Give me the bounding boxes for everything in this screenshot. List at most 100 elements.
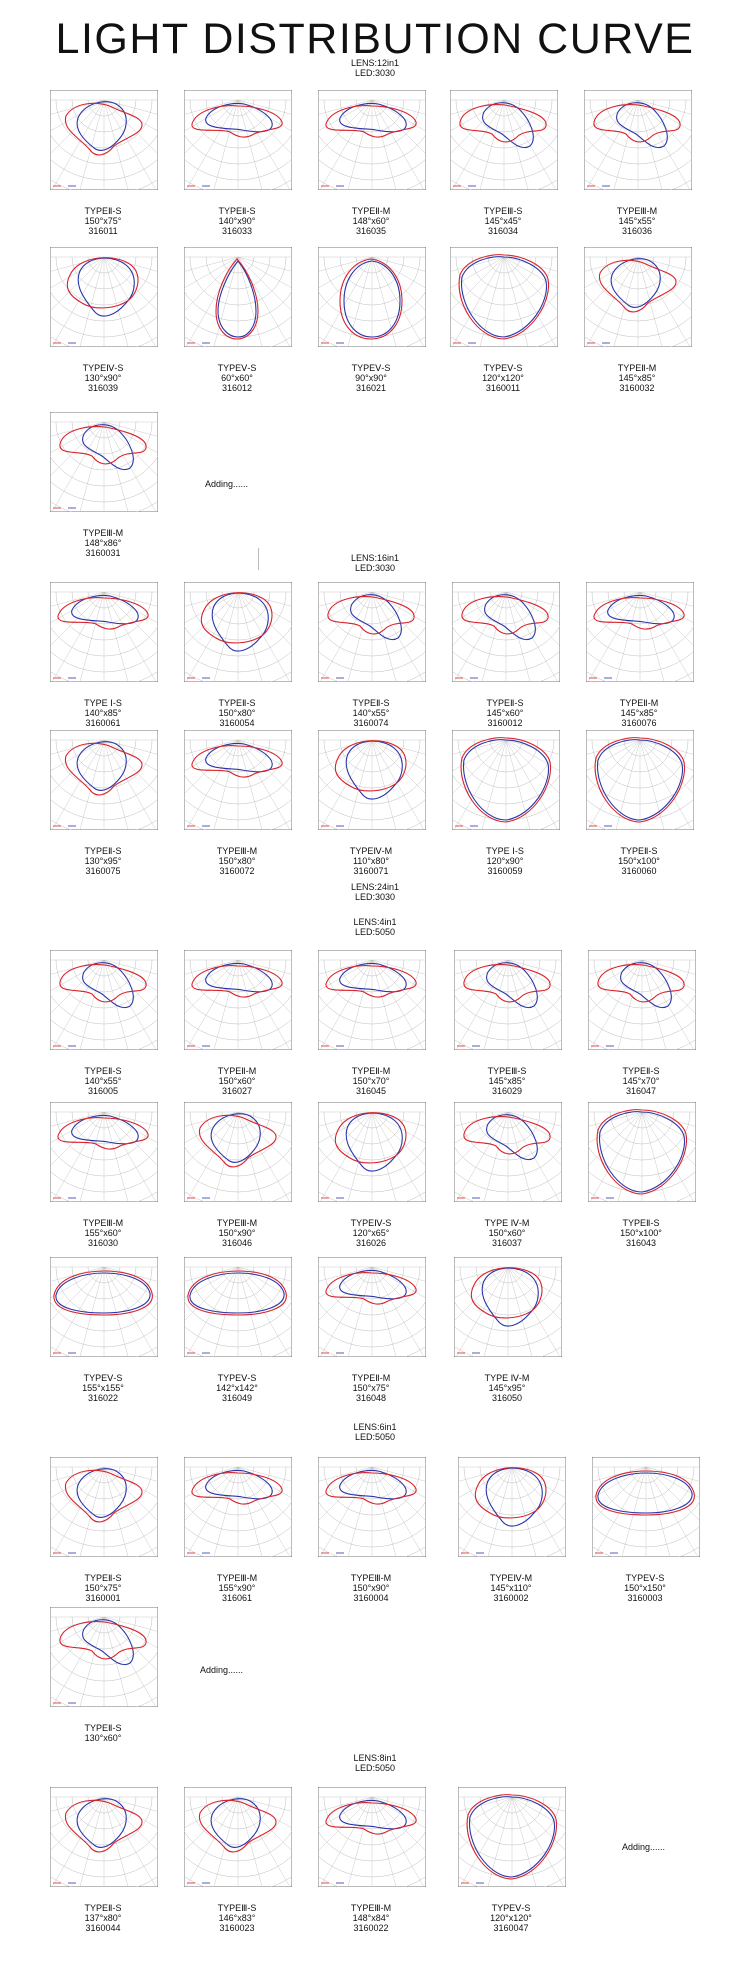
caption-dim: 150°x75°	[84, 1583, 122, 1593]
grid-ray	[237, 256, 292, 272]
polar-chart	[318, 1102, 426, 1202]
caption-code: 3160060	[621, 866, 657, 876]
polar-grid	[454, 950, 562, 1050]
grid-ray	[318, 959, 373, 1015]
curve-c0	[325, 965, 417, 998]
grid-ray	[458, 1796, 513, 1852]
grid-ray	[483, 959, 509, 1050]
curve-c0	[57, 597, 149, 630]
caption-dim: 150°x90°	[352, 1583, 390, 1593]
lens-label: LENS:8in1	[353, 1753, 397, 1763]
caption-type: TYPEⅣ-M	[349, 846, 393, 856]
curve-caption: TYPEⅤ-S 120°x120° 3160047	[452, 1903, 570, 1933]
grid-ray	[103, 959, 158, 975]
grid-ray	[347, 1111, 373, 1202]
grid-ray	[371, 739, 425, 830]
grid-ray	[318, 256, 373, 272]
grid-ray	[318, 1111, 373, 1127]
grid-ray	[103, 739, 158, 755]
curve-card: TYPEⅤ-S 60°x60° 316012	[178, 245, 296, 393]
grid-ray	[237, 99, 292, 132]
grid-ray	[641, 959, 696, 975]
grid-ray	[318, 1466, 373, 1482]
curve-c90	[610, 258, 661, 308]
caption-type: TYPEⅤ-S	[491, 1903, 531, 1913]
grid-ray	[458, 1466, 513, 1522]
grid-ray	[318, 739, 373, 795]
section-header-4: LENS:6in1 LED:5050	[0, 1422, 750, 1442]
grid-ray	[237, 739, 292, 755]
caption-type: TYPEⅤ-S	[217, 1373, 257, 1383]
grid-ray	[319, 1111, 373, 1202]
caption-type: TYPEⅡ-M	[351, 1066, 391, 1076]
grid-ray	[50, 959, 105, 1015]
grid-ray	[505, 591, 560, 607]
caption-code: 3160061	[85, 718, 121, 728]
caption-code: 316045	[355, 1086, 387, 1096]
curve-c90	[210, 1113, 261, 1163]
grid-ray	[103, 99, 129, 190]
grid-ray	[237, 256, 263, 347]
grid-ray	[184, 256, 239, 312]
curve-c0	[198, 1799, 277, 1853]
grid-ray	[318, 1796, 373, 1852]
grid-ray	[103, 1266, 158, 1282]
caption-code: 3160022	[353, 1923, 389, 1933]
grid-ray	[639, 591, 665, 682]
grid-ray	[51, 256, 105, 347]
caption-code: 3160076	[621, 718, 657, 728]
grid-ray	[505, 739, 560, 755]
grid-ray	[586, 739, 641, 755]
grid-ray	[503, 256, 558, 272]
curve-caption: TYPEⅢ-S 145°x45° 316034	[444, 206, 562, 236]
curve-caption: TYPE Ⅳ-M 145°x95° 316050	[448, 1373, 566, 1403]
curve-card: TYPEⅡ-M 150°x70° 316045	[312, 948, 430, 1096]
caption-type: TYPEⅡ-S	[352, 698, 390, 708]
caption-dim: 120°x90°	[486, 856, 524, 866]
curve-c90	[481, 1267, 539, 1327]
polar-chart	[318, 90, 426, 190]
grid-ray	[185, 959, 239, 1050]
polar-grid	[452, 582, 560, 682]
polar-chart	[450, 247, 558, 347]
curve-c0	[325, 1272, 417, 1305]
grid-ray	[641, 1111, 696, 1144]
caption-dim: 130°x60°	[84, 1733, 122, 1743]
grid-ray	[347, 739, 373, 830]
caption-code: 316022	[87, 1393, 119, 1403]
grid-ray	[483, 1266, 509, 1357]
curve-c90	[82, 1619, 134, 1666]
curve-c90	[486, 962, 538, 1009]
grid-ray	[507, 959, 562, 975]
grid-ray	[637, 256, 692, 312]
curve-card: TYPEⅣ-M 145°x110° 3160002	[452, 1455, 570, 1603]
grid-ray	[455, 1111, 509, 1202]
grid-ray	[103, 591, 157, 682]
polar-chart	[318, 950, 426, 1050]
grid-ray	[371, 256, 397, 347]
curve-caption: TYPEⅣ-S 120°x65° 316026	[312, 1218, 430, 1248]
grid-ray	[454, 959, 509, 992]
grid-ray	[237, 99, 292, 155]
section-header-1: LENS:12in1 LED:3030	[0, 58, 750, 78]
page-title: LIGHT DISTRIBUTION CURVE	[55, 15, 695, 63]
caption-type: TYPE Ⅳ-M	[484, 1373, 530, 1383]
grid-ray	[458, 1796, 513, 1812]
caption-code: 3160074	[353, 718, 389, 728]
caption-dim: 110°x80°	[352, 856, 390, 866]
polar-grid	[318, 582, 426, 682]
grid-ray	[103, 1466, 158, 1499]
caption-type: TYPEⅢ-M	[350, 1903, 392, 1913]
grid-ray	[371, 1796, 425, 1887]
curve-c90	[205, 742, 273, 773]
grid-ray	[505, 739, 559, 830]
curve-card: TYPEⅤ-S 120°x120° 3160011	[444, 245, 562, 393]
grid-ray	[503, 99, 558, 155]
grid-ray	[505, 739, 560, 795]
curve-c90	[82, 962, 134, 1009]
curve-caption: TYPEⅣ-S 130°x90° 316039	[44, 363, 162, 393]
curve-caption: TYPEⅤ-S 60°x60° 316012	[178, 363, 296, 393]
grid-ray	[503, 99, 557, 190]
curve-caption: TYPEⅡ-S 150°x100° 3160060	[580, 846, 698, 876]
caption-dim: 146°x83°	[218, 1913, 256, 1923]
